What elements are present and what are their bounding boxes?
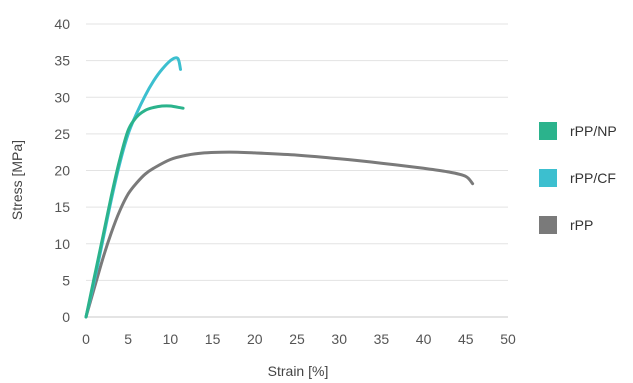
y-tick-label: 20 xyxy=(54,163,70,179)
legend-label-rpp-np: rPP/NP xyxy=(570,123,617,139)
x-tick-label: 20 xyxy=(247,331,263,347)
y-axis-title: Stress [MPa] xyxy=(9,140,25,220)
grid-lines xyxy=(86,23,508,281)
legend-swatch-rpp-cf xyxy=(539,169,557,187)
x-tick-label: 0 xyxy=(82,331,90,347)
x-tick-label: 25 xyxy=(289,331,305,347)
x-tick-label: 35 xyxy=(374,331,390,347)
y-tick-label: 15 xyxy=(54,199,70,215)
y-tick-label: 10 xyxy=(54,236,70,252)
x-tick-label: 50 xyxy=(500,331,516,347)
legend-swatch-rpp xyxy=(539,216,557,234)
y-tick-label: 5 xyxy=(62,272,70,288)
x-tick-label: 10 xyxy=(163,331,179,347)
y-tick-label: 0 xyxy=(62,309,70,325)
x-tick-labels: 0 5 10 15 20 25 30 35 40 45 50 xyxy=(82,331,516,347)
series-lines xyxy=(84,56,475,319)
series-line-rpp-np xyxy=(84,104,185,319)
x-tick-label: 30 xyxy=(331,331,347,347)
legend: rPP/NP rPP/CF rPP xyxy=(539,122,617,234)
x-tick-label: 5 xyxy=(124,331,132,347)
x-tick-label: 45 xyxy=(458,331,474,347)
legend-label-rpp: rPP xyxy=(570,217,593,233)
y-tick-label: 25 xyxy=(54,126,70,142)
x-tick-label: 40 xyxy=(416,331,432,347)
x-tick-label: 15 xyxy=(205,331,221,347)
y-tick-labels: 0 5 10 15 20 25 30 35 40 xyxy=(54,16,70,325)
y-tick-label: 30 xyxy=(54,89,70,105)
y-tick-label: 35 xyxy=(54,53,70,69)
legend-swatch-rpp-np xyxy=(539,122,557,140)
y-tick-label: 40 xyxy=(54,16,70,32)
series-line-rpp xyxy=(84,150,475,319)
legend-label-rpp-cf: rPP/CF xyxy=(570,170,616,186)
x-axis-title: Strain [%] xyxy=(268,363,329,379)
